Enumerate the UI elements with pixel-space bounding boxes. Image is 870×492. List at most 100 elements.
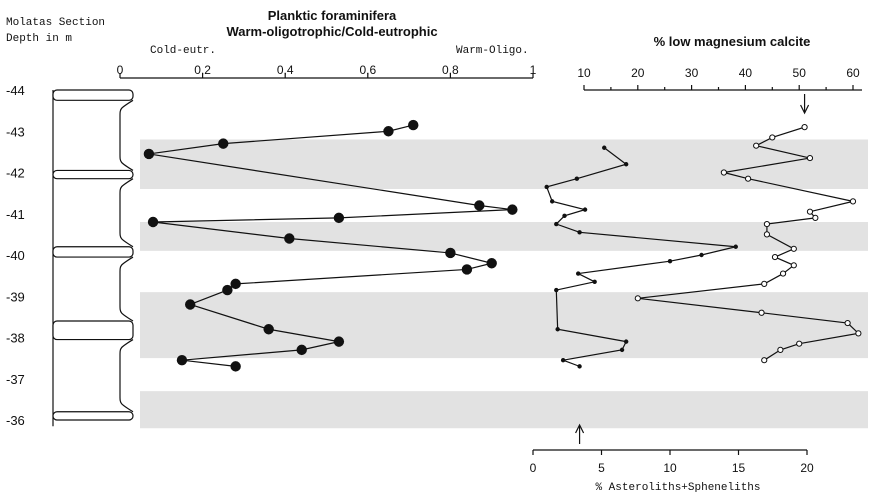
asterolith-point — [577, 364, 582, 369]
asterolith-point — [619, 347, 625, 353]
x-tick-label-0: 0,6 — [359, 63, 376, 77]
asterolith-point — [555, 327, 560, 332]
lmc-point — [771, 253, 779, 261]
planktic-point — [147, 216, 159, 228]
lmc-arrow-head — [800, 104, 810, 115]
planktic-title-line1: Planktic foraminifera — [268, 8, 397, 23]
lmc-point — [753, 142, 760, 149]
x-tick-label-0: 0,8 — [442, 63, 459, 77]
lmc-point — [763, 220, 771, 228]
planktic-point — [263, 324, 274, 335]
axes: 0 0,2 0,4 0,6 0,8 1 10 20 30 40 50 60 0 5 10 15 20 — [117, 63, 862, 475]
lmc-point — [720, 169, 727, 176]
x-tick-label-0: 0,4 — [277, 63, 294, 77]
depth-axis: -44 -43 -42 -41 -40 -39 -38 -37 -36 — [6, 83, 25, 428]
planktic-point — [284, 233, 295, 244]
lithology-bed-3 — [52, 320, 134, 341]
lithology-edge-2 — [119, 256, 134, 322]
planktic-point — [507, 204, 518, 215]
lithology-edge-1 — [119, 178, 134, 248]
lithology-bed-4 — [52, 411, 134, 421]
asterolith-point — [582, 207, 588, 212]
asterolith-point — [560, 357, 566, 363]
depth-tick-label: -37 — [6, 372, 25, 387]
asterolith-point — [667, 258, 673, 264]
lithology-background — [53, 90, 133, 429]
lmc-point — [849, 198, 857, 205]
asterolith-point — [544, 184, 549, 190]
arrows — [575, 94, 810, 444]
lmc-point — [806, 154, 814, 162]
depth-tick-label: -39 — [6, 289, 25, 304]
asterolith-point — [576, 271, 581, 276]
planktic-point — [486, 258, 497, 269]
x-tick-label-1: 20 — [631, 66, 645, 80]
asterolith-point — [699, 252, 704, 258]
x-tick-label-0: 0,2 — [194, 63, 211, 77]
lmc-point — [801, 124, 808, 131]
shaded-interval-1 — [140, 222, 868, 251]
cold-eutrophic-label: Cold-eutr. — [150, 45, 216, 57]
shaded-intervals — [140, 139, 868, 429]
planktic-point — [461, 264, 473, 275]
lmc-point — [744, 175, 752, 182]
x-tick-label-2: 20 — [800, 461, 814, 475]
asterolith-point — [592, 279, 597, 285]
x-tick-label-2: 5 — [598, 461, 605, 475]
asterolith-point — [574, 176, 580, 181]
planktic-point — [445, 247, 456, 259]
x-tick-label-2: 15 — [732, 461, 746, 475]
planktic-point — [474, 200, 485, 211]
x-tick-label-2: 10 — [663, 461, 677, 475]
series-line-0 — [148, 124, 513, 367]
lithology-bed-2 — [52, 246, 134, 258]
asterolith-point — [623, 162, 629, 167]
asterolith-point — [577, 230, 582, 235]
planktic-point — [333, 336, 345, 347]
lmc-point — [790, 262, 797, 269]
asterolith-point — [554, 287, 559, 293]
section-title: Molatas Section — [6, 17, 105, 29]
shaded-interval-3 — [140, 391, 868, 429]
planktic-point — [383, 126, 394, 137]
asteroliths-axis-title: % Asteroliths+Spheneliths — [595, 482, 760, 492]
x-tick-label-1: 10 — [577, 66, 591, 80]
lmc-title: % low magnesium calcite — [654, 34, 811, 49]
lithology-column — [52, 89, 134, 429]
lithology-bed-0 — [52, 89, 134, 101]
x-tick-label-1: 30 — [685, 66, 699, 80]
planktic-point — [222, 284, 233, 296]
shaded-interval-2 — [140, 292, 868, 359]
x-tick-label-2: 0 — [530, 461, 537, 475]
asterolith-point — [549, 199, 555, 204]
warm-oligotrophic-label: Warm-Oligo. — [456, 45, 529, 57]
lmc-point — [634, 295, 641, 302]
series-line-2 — [545, 147, 736, 367]
lithology-edge-0 — [119, 99, 134, 171]
asterolith-point — [733, 244, 738, 249]
lmc-point — [761, 280, 768, 287]
x-tick-label-0: 0 — [117, 63, 124, 77]
depth-tick-label: -40 — [6, 248, 25, 263]
planktic-point — [230, 361, 241, 372]
lmc-point — [806, 208, 814, 215]
depth-tick-label: -41 — [6, 207, 25, 222]
plot-series — [143, 119, 862, 372]
x-tick-label-1: 60 — [846, 66, 860, 80]
planktic-title-line2: Warm-oligotrophic/Cold-eutrophic — [226, 24, 437, 39]
planktic-point — [333, 212, 345, 224]
x-tick-label-0: 1 — [530, 63, 537, 77]
lmc-point — [855, 330, 862, 337]
planktic-point — [296, 344, 307, 356]
planktic-point — [230, 278, 241, 290]
planktic-point — [143, 148, 155, 160]
lmc-point — [763, 231, 771, 238]
depth-tick-label: -36 — [6, 413, 25, 428]
lmc-point — [796, 340, 803, 347]
lmc-point — [777, 346, 784, 353]
x-tick-label-1: 50 — [793, 66, 807, 80]
lithology-bed-1 — [52, 169, 134, 180]
depth-tick-label: -42 — [6, 166, 25, 181]
planktic-point — [185, 299, 196, 310]
asterolith-point — [562, 213, 567, 219]
